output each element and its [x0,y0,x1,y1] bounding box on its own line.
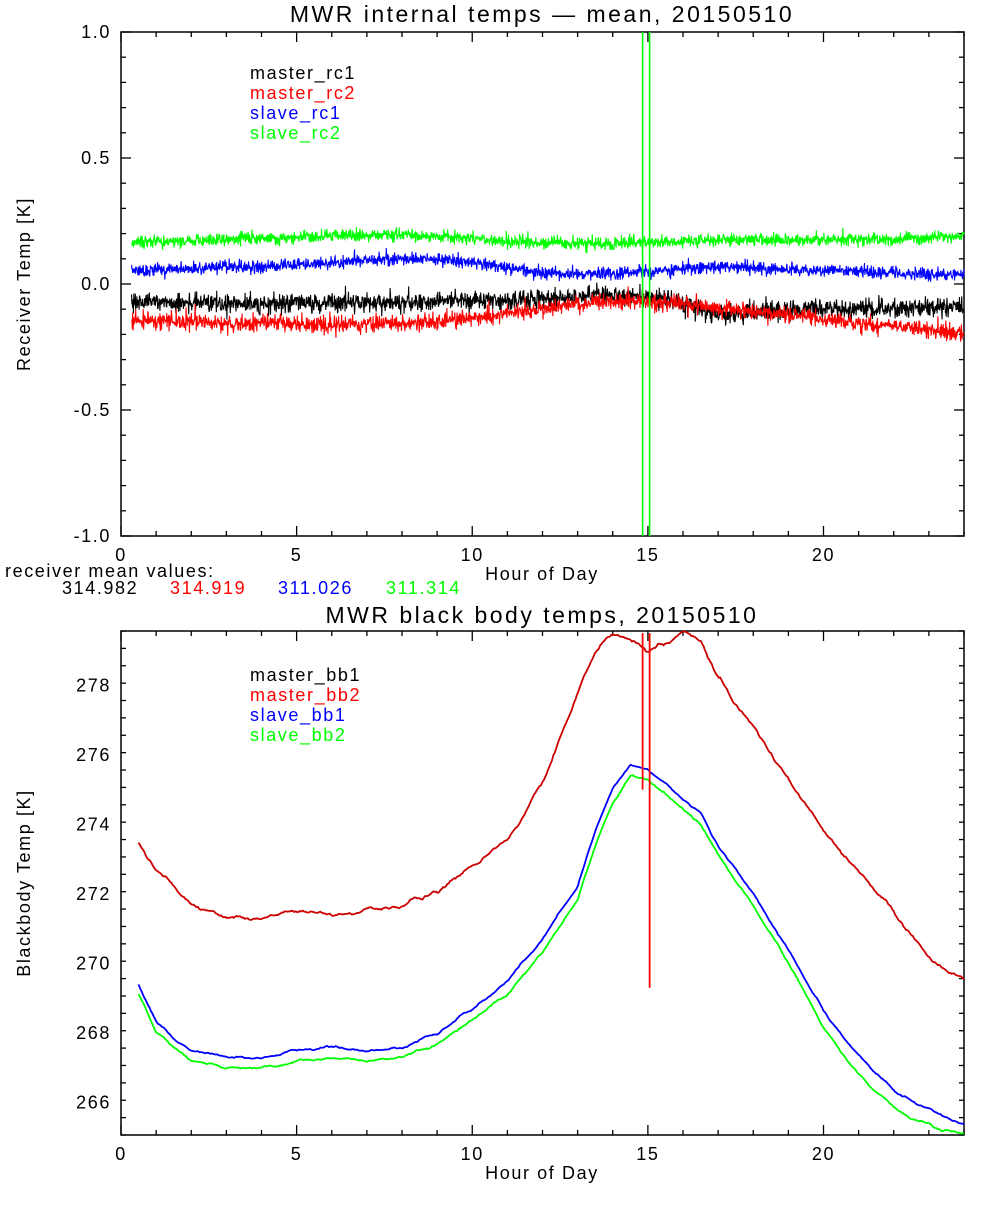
svg-text:268: 268 [76,1023,111,1043]
svg-text:master_bb2: master_bb2 [250,685,361,706]
svg-text:Blackbody Temp [K]: Blackbody Temp [K] [14,789,34,977]
svg-text:314.919: 314.919 [170,578,246,598]
svg-text:0.0: 0.0 [81,274,111,294]
svg-text:10: 10 [461,1144,484,1164]
svg-text:314.982: 314.982 [62,578,138,598]
svg-text:-1.0: -1.0 [74,526,111,546]
svg-text:272: 272 [76,884,111,904]
svg-text:15: 15 [636,545,659,565]
svg-text:1.0: 1.0 [81,22,111,42]
svg-text:311.026: 311.026 [278,578,353,598]
svg-text:MWR internal temps — mean, 201: MWR internal temps — mean, 20150510 [290,1,794,27]
svg-text:slave_bb1: slave_bb1 [250,705,346,726]
svg-text:master_rc1: master_rc1 [250,63,356,84]
svg-text:0.5: 0.5 [81,148,111,168]
svg-text:20: 20 [812,1144,835,1164]
svg-text:311.314: 311.314 [386,578,461,598]
svg-text:270: 270 [76,953,111,973]
svg-text:10: 10 [461,545,484,565]
svg-text:266: 266 [76,1092,111,1112]
svg-text:15: 15 [636,1144,659,1164]
svg-text:slave_bb2: slave_bb2 [250,725,346,746]
svg-text:276: 276 [76,745,111,765]
svg-text:slave_rc1: slave_rc1 [250,103,341,124]
svg-text:278: 278 [76,675,111,695]
svg-text:slave_rc2: slave_rc2 [250,123,341,144]
svg-text:Receiver Temp [K]: Receiver Temp [K] [14,197,34,371]
svg-text:Hour of Day: Hour of Day [485,1163,599,1183]
svg-text:5: 5 [291,1144,303,1164]
svg-text:Hour of Day: Hour of Day [485,564,599,584]
svg-text:master_bb1: master_bb1 [250,665,361,686]
svg-text:master_rc2: master_rc2 [250,83,356,104]
svg-text:0: 0 [115,1144,127,1164]
svg-text:20: 20 [812,545,835,565]
svg-text:MWR black body temps, 20150510: MWR black body temps, 20150510 [326,602,759,628]
svg-text:5: 5 [291,545,303,565]
svg-text:274: 274 [76,814,111,834]
svg-text:-0.5: -0.5 [74,400,111,420]
